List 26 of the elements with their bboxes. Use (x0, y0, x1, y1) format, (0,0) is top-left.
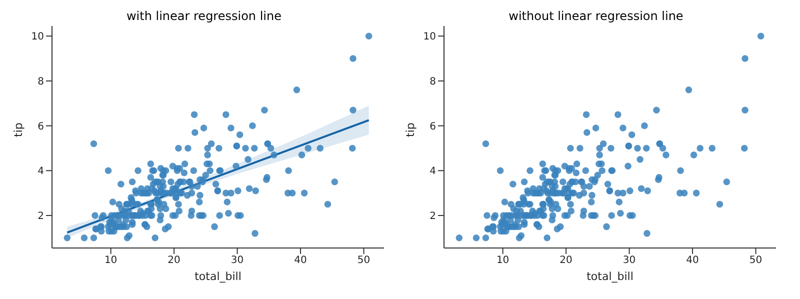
y-tick-label: 2 (38, 211, 44, 222)
x-tick-label: 40 (294, 255, 307, 266)
y-tick-label: 6 (430, 121, 436, 132)
x-tick-label: 20 (560, 255, 572, 266)
y-axis-title: tip (12, 122, 25, 137)
y-tick-label: 6 (38, 121, 44, 132)
x-tick-label: 10 (104, 255, 118, 266)
x-axis-title: total_bill (194, 270, 242, 283)
x-tick-label: 40 (686, 255, 699, 266)
y-tick-label: 4 (430, 166, 436, 178)
y-tick-label: 10 (423, 32, 436, 43)
y-tick-label: 4 (38, 166, 44, 178)
y-tick-label: 10 (31, 32, 44, 43)
chart-title: with linear regression line (125, 8, 282, 24)
x-tick-label: 50 (357, 255, 370, 266)
chart-title: without linear regression line (508, 8, 684, 24)
y-tick-label: 8 (38, 76, 44, 88)
y-axis-title: tip (404, 122, 417, 137)
x-tick-label: 10 (496, 255, 510, 266)
x-tick-label: 30 (622, 255, 636, 266)
x-tick-label: 20 (168, 255, 180, 266)
x-tick-label: 50 (749, 255, 762, 266)
x-axis-title: total_bill (586, 270, 634, 283)
y-tick-label: 2 (430, 211, 436, 222)
y-tick-label: 8 (430, 76, 436, 88)
x-tick-label: 30 (230, 255, 244, 266)
